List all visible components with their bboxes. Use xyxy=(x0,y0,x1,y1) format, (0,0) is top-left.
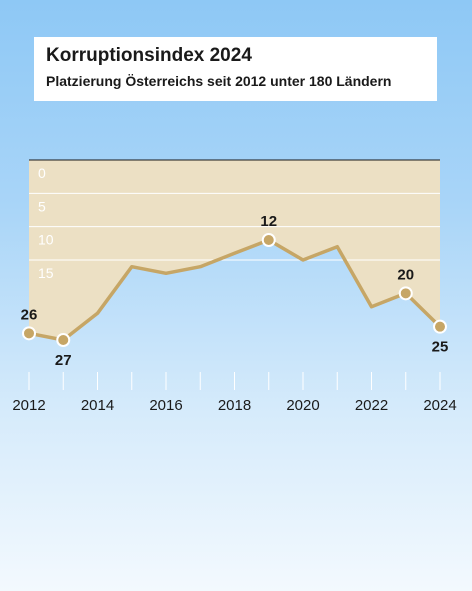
data-point xyxy=(398,286,413,301)
y-tick-label: 15 xyxy=(38,265,54,281)
data-label: 20 xyxy=(397,266,414,283)
x-tick-label: 2012 xyxy=(12,397,45,414)
data-point xyxy=(56,333,71,347)
chart-subtitle: Platzierung Österreichs seit 2012 unter … xyxy=(46,73,392,89)
plot-area xyxy=(29,160,440,340)
chart-title: Korruptionsindex 2024 xyxy=(46,45,252,66)
title-box: Korruptionsindex 2024 Platzierung Österr… xyxy=(34,37,437,101)
x-tick-label: 2024 xyxy=(423,397,456,414)
y-tick-label: 10 xyxy=(38,232,54,248)
x-tick-label: 2018 xyxy=(218,397,251,414)
data-label: 26 xyxy=(21,306,38,323)
x-tick-label: 2016 xyxy=(149,397,182,414)
y-tick-label: 5 xyxy=(38,198,46,214)
data-label: 25 xyxy=(432,339,449,356)
x-tick-label: 2022 xyxy=(355,397,388,414)
data-point xyxy=(22,326,36,341)
x-tick-label: 2014 xyxy=(81,397,114,414)
series-line xyxy=(27,238,442,342)
data-point xyxy=(261,233,276,247)
data-label: 27 xyxy=(55,352,72,369)
y-tick-label: 0 xyxy=(38,165,46,181)
data-label: 12 xyxy=(260,213,277,230)
x-tick-label: 2020 xyxy=(286,397,319,414)
data-point xyxy=(433,319,447,334)
